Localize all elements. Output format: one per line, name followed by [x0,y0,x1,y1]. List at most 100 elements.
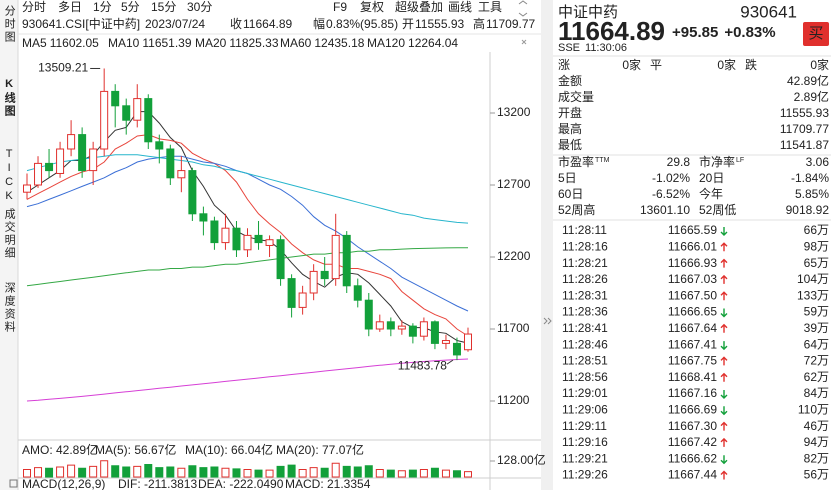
stat-value: 11541.87 [780,138,829,152]
buy-label[interactable]: 买 [808,25,823,42]
volume-bar [397,470,406,478]
trade-price: 11667.41 [668,337,717,351]
volume-bar [342,465,351,478]
period-tab[interactable]: 分时 [22,0,46,14]
trade-arrow [720,341,728,351]
breadth-value: 0家 [717,57,736,72]
trade-volume: 62万 [804,370,829,384]
buy-button[interactable] [803,22,829,46]
breadth-value: 0家 [622,57,641,72]
splitter-arrow [543,317,552,325]
trade-volume: 133万 [797,288,829,302]
quote-code: 930641 [740,2,797,21]
trade-volume: 65万 [804,256,829,270]
sidebar-tab[interactable]: TICK [3,148,15,204]
y-tick-label: 128.00亿 [497,452,546,467]
volume-bar [276,465,285,478]
candle-body [287,278,296,308]
ratio-value: 5.85% [795,187,829,201]
volume-bar [364,465,373,478]
ma-legend-name: MA5 [22,36,47,50]
volume-bar [23,469,31,478]
trade-price: 11667.42 [668,435,717,449]
candle-body [276,239,285,280]
candle-body [397,325,406,330]
volume-bar [89,465,98,478]
period-tab[interactable]: 30分 [187,0,212,14]
trade-arrow [720,421,728,431]
trade-price: 11666.69 [668,402,717,416]
candle-body [133,98,142,121]
tool-button[interactable]: 画线 [448,0,472,14]
stat-label: 最高 [558,121,582,136]
ratio-label-sup: TTM [595,157,610,164]
candle-body [320,270,329,280]
quote-price: 11664.89 [558,16,665,46]
sidebar-tab[interactable]: K线图 [3,78,16,118]
volume-bar [320,467,329,478]
volume-bar [100,460,109,478]
candle-body [199,213,208,222]
indicator-value: MACD: 21.3354 [285,477,371,490]
ratio-label: 5日 [558,171,577,185]
volume-legend: AMO: 42.89亿 [22,442,98,457]
tool-button[interactable]: 超级叠加 [395,0,443,14]
quote-change: +95.85 [672,24,718,41]
trade-arrow [720,372,728,382]
volume-legend: MA(5): 56.67亿 [95,442,176,457]
trade-arrow [720,308,728,318]
field-label: 幅 [313,16,325,31]
trade-volume: 64万 [804,337,829,351]
trade-arrow [720,323,728,333]
tool-button[interactable]: 复权 [360,0,384,14]
quote-time: 11:30:06 [585,42,627,54]
sidebar-tab[interactable]: 成交明细 [3,208,16,260]
ratio-label: 20日 [699,171,724,185]
trade-price: 11667.03 [668,272,717,286]
trade-arrow [720,356,728,366]
splitter[interactable] [541,0,553,490]
volume-bar [221,467,230,478]
trade-arrow [720,390,728,399]
period-tab[interactable]: 多日 [58,0,82,14]
period-tab[interactable]: 15分 [151,0,176,14]
ratio-value: 29.8 [667,155,691,169]
indicator-icon[interactable] [9,479,18,488]
tool-button[interactable]: F9 [333,0,347,14]
period-tab[interactable]: 5分 [121,0,140,14]
y-tick-label: 11700 [497,321,530,335]
ratio-value: -6.52% [652,187,690,201]
volume-bar [199,467,208,478]
stat-label: 开盘 [558,105,582,120]
candle-body [177,170,186,179]
y-tick-label: 13200 [497,105,531,119]
exchange: SSE [558,42,580,54]
candle-body [464,333,472,351]
ratio-value: -1.84% [791,171,829,185]
close-icon[interactable] [521,39,527,45]
period-tab[interactable]: 1分 [93,0,112,14]
scroll-arrows[interactable] [518,0,528,17]
trade-arrow [720,291,728,301]
tool-button[interactable]: 工具 [478,0,502,14]
trade-price: 11666.01 [668,239,717,253]
quote-pct: +0.83% [724,24,775,41]
candle-body [100,90,109,150]
trade-volume: 82万 [804,451,829,465]
sidebar-tab[interactable]: 分时图 [3,5,16,44]
trade-time: 11:29:11 [562,419,607,433]
trade-volume: 84万 [804,386,829,400]
trade-price: 11668.41 [668,370,717,384]
sidebar-tab[interactable]: 深度资料 [3,282,16,334]
candle-body [408,325,417,337]
candle-body [430,321,439,344]
y-tick-label: 12200 [497,249,531,263]
stat-label: 最低 [558,138,582,152]
stat-label: 金额 [558,73,582,88]
trade-price: 11667.64 [668,321,717,335]
volume-legend: MA(10): 66.04亿 [185,442,273,457]
candle-body [353,285,362,301]
stat-value: 2.89亿 [794,89,829,104]
field-label: 高 [473,16,485,31]
volume-bar [419,469,428,478]
